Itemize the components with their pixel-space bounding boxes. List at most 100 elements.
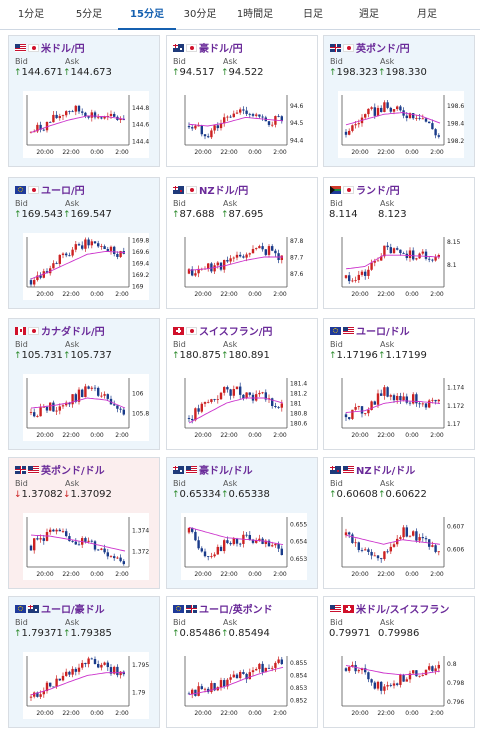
pair-name-link[interactable]: 豪ドル/円	[199, 44, 243, 55]
candle-body	[52, 114, 55, 123]
currency-card[interactable]: 豪ドル/円 Bid Ask ↑94.517 ↑94.522 94.6 94.5 94.4 20:…	[166, 35, 318, 167]
y-tick-label: 181.4	[290, 381, 307, 388]
candle-body	[248, 534, 251, 540]
ask-label: Ask	[223, 340, 238, 349]
candle-body	[207, 401, 210, 403]
candle-body	[370, 401, 373, 411]
candle-body	[109, 113, 113, 117]
pair-name-link[interactable]: ユーロ/英ポンド	[199, 605, 273, 616]
chart-thumbnail[interactable]: 94.6 94.5 94.4 20:00 22:00 0:00 2:00	[181, 91, 307, 158]
pair-name-link[interactable]: 豪ドル/ドル	[199, 466, 253, 477]
x-tick-label: 2:00	[430, 291, 444, 298]
candle-body	[399, 537, 402, 539]
chart-thumbnail[interactable]: 8.15 8.1 20:00 22:00 0:00 2:00	[338, 233, 464, 300]
candle-body	[207, 136, 210, 138]
currency-card[interactable]: 豪ドル/ドル Bid Ask ↑0.65334 ↑0.65338 0.655 0.654 0.…	[166, 457, 318, 589]
currency-card[interactable]: ユーロ/円 Bid Ask ↑169.543 ↑169.547 169.8 169.6 169…	[8, 177, 160, 309]
currency-card[interactable]: ユーロ/ドル Bid Ask ↑1.17196 ↑1.17199 1.174 1.172 1.…	[323, 318, 475, 450]
candle-body	[424, 403, 428, 408]
currency-card[interactable]: ユーロ/英ポンド Bid Ask ↑0.85486 ↑0.85494 0.855 0.854…	[166, 596, 318, 728]
x-tick-label: 22:00	[62, 571, 79, 578]
candlestick-chart: 169.8 169.6 169.4 169.2 169 20:00 22:00 0:00 2:0…	[26, 237, 149, 298]
currency-card[interactable]: NZドル/円 Bid Ask ↑87.688 ↑87.695 87.8 87.7 87.6 20…	[166, 177, 318, 309]
candle-body	[396, 683, 399, 685]
currency-card[interactable]: カナダドル/円 Bid Ask ↑105.731 ↑105.737 106 105.8 20:…	[8, 318, 160, 450]
pair-name-link[interactable]: ランド/円	[356, 186, 400, 197]
tab-4[interactable]: 1時間足	[236, 9, 274, 20]
candle-body	[431, 399, 434, 401]
tab-0[interactable]: 1分足	[17, 9, 45, 20]
candle-body	[370, 262, 373, 270]
currency-card[interactable]: ユーロ/豪ドル Bid Ask ↑1.79371 ↑1.79385 1.795 1.79 20…	[8, 596, 160, 728]
pair-name-link[interactable]: ユーロ/豪ドル	[41, 605, 105, 616]
candle-body	[399, 106, 402, 111]
x-tick-label: 22:00	[220, 291, 237, 298]
candle-body	[200, 548, 203, 552]
chart-thumbnail[interactable]: 198.6 198.4 198.2 20:00 22:00 0:00 2:00	[338, 91, 464, 158]
chart-thumbnail[interactable]: 0.8 0.798 0.796 20:00 22:00 0:00 2:00	[338, 652, 464, 719]
candle-body	[100, 395, 103, 397]
candle-body	[84, 538, 87, 542]
chart-thumbnail[interactable]: 181.4 181.2 181 180.8 180.6 20:00 22:00 0:00 2:0…	[181, 374, 307, 441]
chart-thumbnail[interactable]: 1.174 1.172 1.17 20:00 22:00 0:00 2:00	[338, 374, 464, 441]
candle-body	[245, 110, 248, 114]
tab-5[interactable]: 日足	[303, 9, 323, 20]
candle-body	[187, 418, 191, 419]
pair-name-link[interactable]: NZドル/円	[199, 186, 249, 197]
pair-name-link[interactable]: 英ポンド/ドル	[41, 466, 105, 477]
candle-body	[248, 113, 251, 115]
tab-3[interactable]: 30分足	[183, 9, 217, 20]
chart-thumbnail[interactable]: 1.374 1.372 20:00 22:00 0:00 2:00	[23, 513, 149, 580]
candle-body	[68, 255, 71, 257]
chart-thumbnail[interactable]: 106 105.8 20:00 22:00 0:00 2:00	[23, 374, 149, 441]
x-tick-label: 2:00	[115, 571, 129, 578]
chart-thumbnail[interactable]: 87.8 87.7 87.6 20:00 22:00 0:00 2:00	[181, 233, 307, 300]
candle-body	[242, 109, 245, 111]
tab-2[interactable]: 15分足	[118, 0, 176, 30]
chart-thumbnail[interactable]: 169.8 169.6 169.4 169.2 169 20:00 22:00 0:00 2:0…	[23, 233, 149, 300]
arrow-up-icon: ↑	[63, 351, 71, 361]
pair-name-link[interactable]: 米ドル/スイスフラン	[356, 605, 450, 616]
pair-name-link[interactable]: スイスフラン/円	[199, 327, 273, 338]
x-tick-label: 20:00	[36, 149, 53, 156]
candle-body	[437, 254, 440, 257]
candle-body	[399, 249, 402, 254]
currency-card[interactable]: NZドル/ドル Bid Ask ↑0.60608 ↑0.60622 0.607 0.606 2…	[323, 457, 475, 589]
x-tick-label: 22:00	[377, 710, 394, 717]
candle-body	[210, 556, 213, 558]
currency-card[interactable]: 米ドル/スイスフラン Bid Ask 0.79971 0.79986 0.8 0.798 0.…	[323, 596, 475, 728]
arrow-up-icon: ↑	[63, 68, 71, 78]
chart-thumbnail[interactable]: 0.607 0.606 20:00 22:00 0:00 2:00	[338, 513, 464, 580]
tab-7[interactable]: 月足	[417, 9, 437, 20]
chart-thumbnail[interactable]: 0.655 0.654 0.653 20:00 22:00 0:00 2:00	[181, 513, 307, 580]
currency-card[interactable]: スイスフラン/円 Bid Ask ↑180.875 ↑180.891 181.4 181.2…	[166, 318, 318, 450]
currency-card[interactable]: 英ポンド/円 Bid Ask ↑198.323 ↑198.330 198.6 198.4 19…	[323, 35, 475, 167]
tab-1[interactable]: 5分足	[75, 9, 103, 20]
candle-body	[428, 666, 431, 670]
eu-flag-icon	[330, 326, 341, 335]
pair-name-link[interactable]: NZドル/ドル	[356, 466, 416, 477]
arrow-up-icon: ↑	[221, 351, 229, 361]
pair-name-link[interactable]: カナダドル/円	[41, 327, 105, 338]
candlestick-chart: 0.655 0.654 0.653 20:00 22:00 0:00 2:00	[184, 517, 307, 578]
currency-card[interactable]: ランド/円 Bid Ask 8.114 8.123 8.15 8.1 20:00 22:00 0:…	[323, 177, 475, 309]
candle-body	[42, 538, 45, 541]
pair-name-link[interactable]: ユーロ/円	[41, 186, 85, 197]
pair-name-link[interactable]: ユーロ/ドル	[356, 327, 410, 338]
pair-name-link[interactable]: 英ポンド/円	[356, 44, 410, 55]
tab-6[interactable]: 週足	[359, 9, 379, 20]
chart-thumbnail[interactable]: 144.8 144.6 144.4 20:00 22:00 0:00 2:00	[23, 91, 149, 158]
chart-thumbnail[interactable]: 0.855 0.854 0.853 0.852 20:00 22:00 0:00 2:00	[181, 652, 307, 719]
currency-card[interactable]: 米ドル/円 Bid Ask ↑144.671 ↑144.673 144.8 144.6 144…	[8, 35, 160, 167]
candle-body	[264, 392, 267, 400]
candle-body	[239, 109, 242, 113]
candle-body	[255, 248, 258, 250]
x-tick-label: 2:00	[115, 710, 129, 717]
card-header: カナダドル/円	[15, 324, 105, 338]
chart-thumbnail[interactable]: 1.795 1.79 20:00 22:00 0:00 2:00	[23, 652, 149, 719]
pair-name-link[interactable]: 米ドル/円	[41, 44, 85, 55]
candle-body	[370, 107, 373, 109]
candle-body	[210, 683, 213, 693]
candle-body	[277, 116, 280, 117]
currency-card[interactable]: 英ポンド/ドル Bid Ask ↓1.37082 ↓1.37092 1.374 1.372 2…	[8, 457, 160, 589]
